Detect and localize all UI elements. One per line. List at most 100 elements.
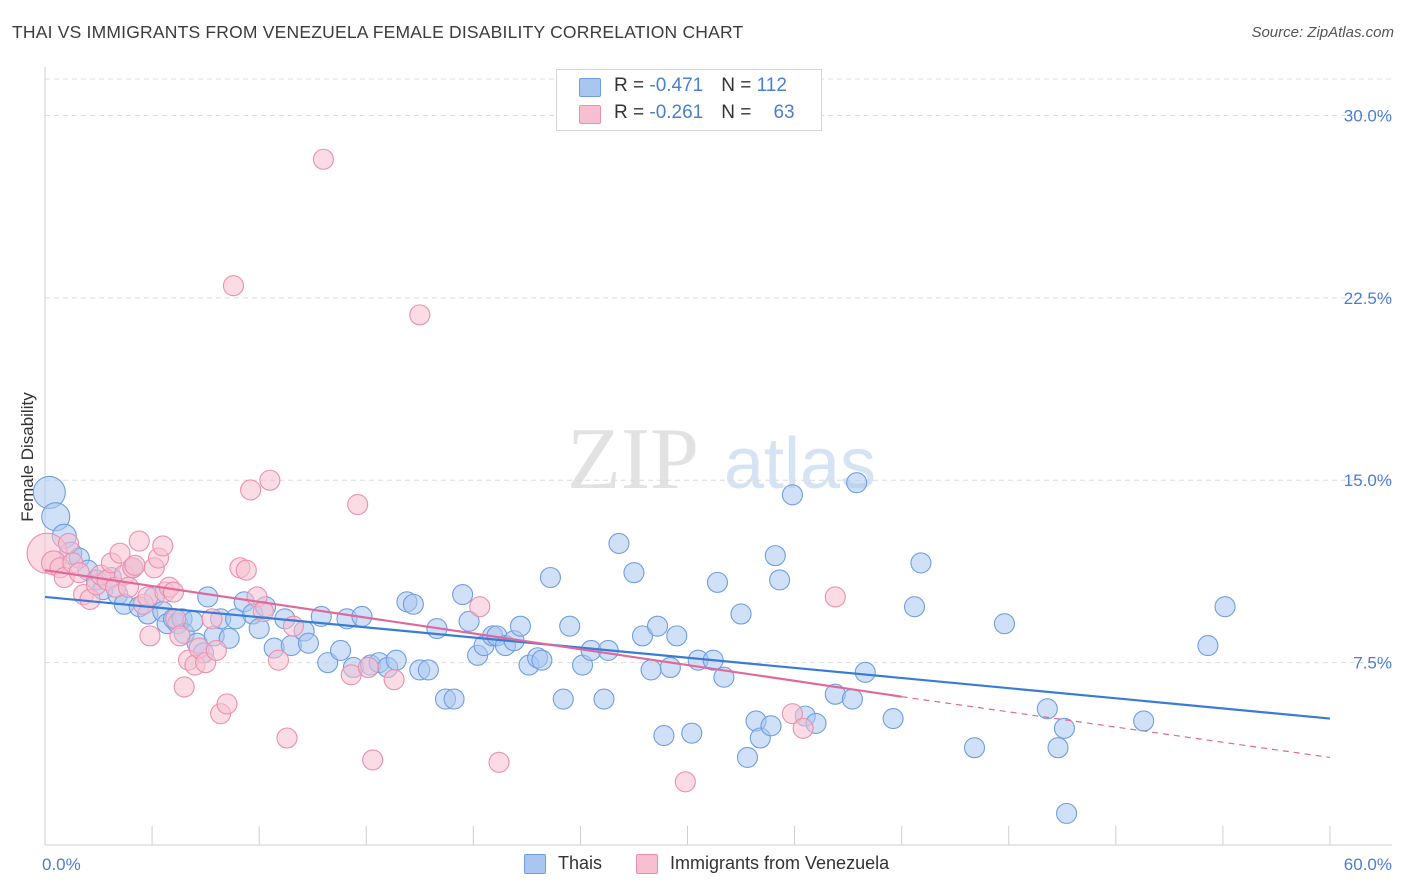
point-thais bbox=[653, 725, 675, 747]
point-thais bbox=[706, 571, 729, 593]
legend-n-label: N = bbox=[721, 102, 757, 123]
point-thais bbox=[385, 649, 407, 671]
point-thais bbox=[903, 596, 926, 618]
point-thais bbox=[539, 566, 561, 589]
point-venezuela bbox=[173, 676, 195, 698]
point-thais bbox=[452, 583, 474, 606]
point-venezuela bbox=[235, 559, 257, 581]
legend-n-value-venezuela: 63 bbox=[773, 102, 795, 123]
chart-title: THAI VS IMMIGRANTS FROM VENEZUELA FEMALE… bbox=[12, 22, 744, 42]
point-thais bbox=[646, 615, 669, 637]
point-thais bbox=[317, 652, 339, 674]
legend-swatch-thais bbox=[524, 854, 546, 874]
point-venezuela bbox=[488, 751, 510, 773]
point-thais bbox=[458, 610, 480, 632]
legend-r-value-thais: -0.471 bbox=[649, 75, 704, 96]
point-thais bbox=[297, 632, 319, 654]
point-thais bbox=[1133, 710, 1155, 732]
point-thais bbox=[1197, 635, 1219, 657]
point-venezuela bbox=[469, 596, 491, 618]
source-credit: Source: ZipAtlas.com bbox=[1251, 24, 1394, 41]
point-thais bbox=[730, 603, 752, 625]
point-venezuela bbox=[68, 562, 90, 584]
x-tick-label: 60.0% bbox=[1344, 855, 1392, 874]
legend-r-value-venezuela: -0.261 bbox=[649, 102, 704, 123]
point-thais bbox=[1053, 717, 1075, 739]
point-thais bbox=[1056, 802, 1078, 824]
y-tick-label: 7.5% bbox=[1353, 654, 1392, 673]
point-thais bbox=[509, 615, 532, 637]
point-thais bbox=[559, 615, 581, 637]
watermark: ZIP atlas bbox=[567, 411, 876, 508]
point-venezuela bbox=[162, 581, 185, 603]
point-venezuela bbox=[674, 771, 696, 793]
y-tick-label: 15.0% bbox=[1344, 471, 1392, 490]
point-venezuela bbox=[222, 275, 245, 297]
y-tick-label: 30.0% bbox=[1344, 106, 1392, 125]
point-thais bbox=[531, 649, 553, 671]
point-thais bbox=[402, 593, 424, 615]
legend-n-value-thais: 112 bbox=[756, 75, 787, 96]
point-thais bbox=[760, 715, 782, 737]
point-thais bbox=[197, 586, 219, 608]
point-thais bbox=[841, 688, 863, 710]
point-venezuela bbox=[362, 749, 384, 771]
legend-n-label: N = bbox=[721, 75, 757, 96]
point-venezuela bbox=[216, 693, 238, 715]
point-thais bbox=[1047, 737, 1069, 759]
point-thais bbox=[552, 688, 574, 710]
point-thais bbox=[1214, 596, 1236, 618]
point-venezuela bbox=[267, 649, 289, 671]
tick-labels: 7.5% 15.0% 22.5% 30.0% 0.0% 60.0% bbox=[42, 106, 1392, 874]
point-thais bbox=[846, 472, 868, 494]
point-venezuela bbox=[139, 625, 161, 647]
point-thais bbox=[1036, 698, 1058, 720]
point-venezuela bbox=[347, 494, 369, 516]
point-thais bbox=[443, 688, 465, 710]
point-venezuela bbox=[109, 542, 131, 564]
trend-line-venezuela bbox=[44, 569, 902, 698]
point-thais bbox=[640, 659, 662, 681]
legend-swatch-thais bbox=[579, 78, 601, 97]
point-venezuela bbox=[240, 479, 262, 501]
point-venezuela bbox=[792, 717, 814, 739]
point-thais bbox=[993, 613, 1016, 635]
point-thais bbox=[963, 737, 986, 759]
point-venezuela bbox=[128, 530, 150, 552]
point-venezuela bbox=[276, 727, 298, 749]
series-legend: Thais Immigrants from Venezuela bbox=[0, 852, 1406, 878]
point-thais bbox=[329, 639, 352, 662]
legend-r-label: R = bbox=[614, 102, 650, 123]
point-thais bbox=[910, 552, 932, 574]
legend-swatch-venezuela bbox=[579, 105, 601, 124]
point-thais bbox=[417, 659, 439, 681]
trend-line-thais bbox=[44, 595, 1331, 720]
point-thais bbox=[681, 722, 703, 744]
point-venezuela bbox=[117, 576, 140, 598]
point-venezuela bbox=[169, 625, 191, 647]
legend-swatch-venezuela bbox=[636, 854, 658, 874]
point-venezuela bbox=[409, 304, 431, 326]
point-thais bbox=[854, 661, 876, 683]
legend-r-label: R = bbox=[614, 75, 650, 96]
legend-label-venezuela: Immigrants from Venezuela bbox=[670, 853, 890, 873]
y-tick-label: 22.5% bbox=[1344, 289, 1392, 308]
point-venezuela bbox=[824, 586, 846, 608]
trend-lines bbox=[44, 569, 1331, 759]
point-thais bbox=[218, 627, 240, 649]
point-venezuela bbox=[58, 532, 80, 555]
point-thais bbox=[593, 688, 615, 710]
legend-label-thais: Thais bbox=[558, 853, 603, 873]
x-tick-label: 0.0% bbox=[42, 855, 81, 874]
point-venezuela bbox=[124, 554, 146, 576]
point-venezuela bbox=[205, 639, 227, 662]
point-thais bbox=[769, 569, 791, 591]
point-thais bbox=[631, 625, 654, 647]
point-thais bbox=[764, 545, 786, 567]
point-venezuela bbox=[312, 148, 334, 170]
point-venezuela bbox=[781, 703, 803, 725]
point-thais bbox=[608, 532, 630, 555]
point-thais bbox=[781, 484, 803, 506]
point-venezuela bbox=[383, 669, 405, 691]
